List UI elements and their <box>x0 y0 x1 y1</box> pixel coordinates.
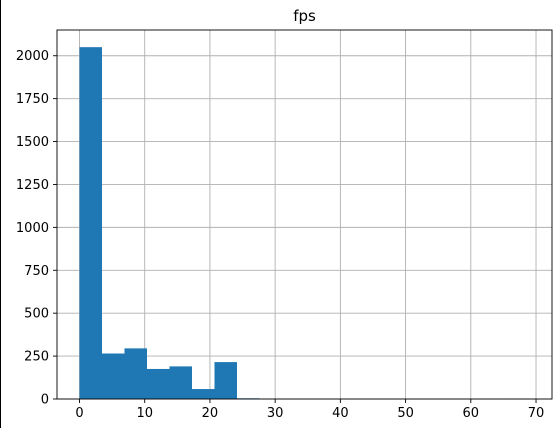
histogram-bar <box>192 389 215 399</box>
y-axis-ticks: 0 250 500 750 1000 1250 1500 1750 2000 <box>16 49 57 408</box>
histogram-bar <box>169 366 192 399</box>
histogram-bar <box>79 47 102 400</box>
chart-title: fps <box>293 7 316 25</box>
x-tick-label: 30 <box>267 406 284 421</box>
y-tick-label: 750 <box>24 264 49 279</box>
y-tick-label: 2000 <box>16 49 49 64</box>
y-tick-label: 500 <box>24 307 49 322</box>
histogram-bar <box>147 368 170 399</box>
window-left-border <box>0 0 1 428</box>
y-tick-label: 1500 <box>16 135 49 150</box>
x-tick-label: 0 <box>75 406 83 421</box>
x-tick-label: 40 <box>332 406 349 421</box>
histogram-bar <box>214 362 237 399</box>
y-tick-label: 250 <box>24 350 49 365</box>
y-tick-label: 1750 <box>16 92 49 107</box>
x-axis-ticks: 0 10 20 30 40 50 60 70 <box>75 399 544 421</box>
x-tick-label: 10 <box>136 406 153 421</box>
grid-lines <box>57 30 552 400</box>
x-tick-label: 70 <box>528 406 545 421</box>
y-tick-label: 1000 <box>16 221 49 236</box>
x-tick-label: 60 <box>463 406 480 421</box>
y-tick-label: 0 <box>41 393 49 408</box>
histogram-bar <box>124 348 147 399</box>
y-tick-label: 1250 <box>16 178 49 193</box>
x-tick-label: 20 <box>202 406 219 421</box>
x-tick-label: 50 <box>397 406 414 421</box>
histogram-bars <box>79 47 530 400</box>
histogram-bar <box>102 353 125 399</box>
plot-frame <box>56 29 553 400</box>
